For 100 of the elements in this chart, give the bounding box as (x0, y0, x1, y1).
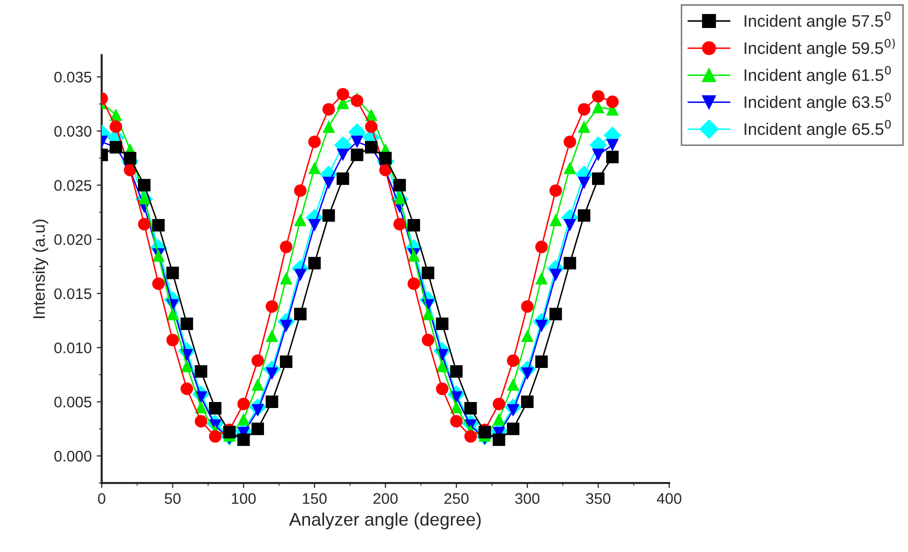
point (592, 90, 605, 103)
point (564, 218, 576, 232)
point (322, 209, 335, 222)
x-axis-title: Analyzer angle (degree) (289, 512, 481, 530)
point (237, 433, 250, 446)
point (564, 136, 576, 148)
point (564, 162, 576, 174)
point (152, 277, 165, 290)
point (578, 176, 590, 190)
point (138, 218, 151, 230)
point (294, 308, 307, 320)
point (492, 412, 506, 426)
point (166, 334, 179, 346)
point (592, 172, 605, 185)
point (180, 360, 194, 372)
point (436, 360, 448, 372)
legend-label: Incident angle 57.5$^{0}$ (744, 12, 891, 30)
point (336, 88, 350, 100)
point (266, 396, 278, 408)
point (422, 308, 434, 320)
legend-label: Incident angle 61.5$^{0}$ (744, 66, 891, 84)
point (521, 300, 534, 313)
point (506, 354, 520, 367)
point (422, 334, 434, 346)
y-tick-label: 0.000 (54, 450, 92, 462)
point (110, 120, 122, 133)
point (180, 382, 194, 396)
point (393, 178, 406, 192)
y-tick-label: 0.010 (54, 342, 92, 354)
point (336, 148, 350, 162)
point (322, 176, 335, 190)
legend-label: Incident angle 63.5$^{0}$ (744, 92, 891, 112)
point (521, 396, 534, 408)
y-tick-label: 0.030 (54, 126, 92, 137)
point (564, 256, 576, 270)
point (194, 365, 208, 378)
y-tick-label: 0.020 (54, 234, 92, 246)
x-tick-label: 250 (444, 493, 469, 504)
point (393, 192, 406, 204)
legend-label: Incident angle 59.5$^{0)}$ (744, 38, 895, 58)
x-tick-label: 100 (232, 493, 256, 504)
point (237, 398, 250, 410)
point (322, 103, 335, 116)
point (336, 172, 350, 185)
y-tick-label: 0.035 (54, 72, 92, 83)
point (578, 103, 590, 116)
point (464, 430, 477, 443)
x-tick-label: 150 (302, 493, 327, 504)
point (606, 150, 619, 164)
point (535, 355, 548, 368)
point (450, 415, 463, 428)
x-tick-label: 300 (515, 493, 540, 504)
point (535, 240, 548, 254)
point (266, 329, 278, 342)
point (280, 240, 292, 254)
point (166, 266, 179, 280)
point (294, 184, 307, 197)
point (535, 272, 548, 285)
point (464, 402, 477, 415)
point (450, 400, 463, 414)
x-tick-label: 0 (98, 493, 106, 504)
point (350, 136, 364, 148)
point (379, 152, 392, 164)
y-tick-label: 0.005 (54, 396, 92, 408)
point (152, 218, 165, 232)
point (252, 354, 264, 367)
point (280, 355, 292, 368)
point (436, 318, 448, 330)
x-tick-label: 400 (656, 493, 682, 504)
point (194, 400, 208, 414)
point (578, 209, 590, 222)
y-tick-label: 0.025 (54, 180, 92, 191)
point (237, 412, 250, 426)
point (408, 218, 420, 232)
point (549, 308, 562, 320)
point (138, 178, 151, 192)
point (294, 268, 307, 282)
point (422, 266, 434, 280)
point (308, 256, 321, 270)
point (110, 108, 122, 122)
point (280, 272, 292, 285)
point (180, 318, 194, 330)
point (252, 422, 264, 436)
point (506, 378, 520, 391)
point (350, 148, 364, 162)
point (450, 365, 463, 378)
point (308, 218, 321, 232)
point (365, 120, 378, 133)
x-tick-label: 50 (164, 493, 181, 504)
point (208, 430, 222, 443)
point (506, 422, 520, 436)
legend-label: Incident angle 65.5$^{0}$ (744, 120, 891, 138)
point (606, 138, 619, 152)
point (365, 108, 378, 122)
point (194, 415, 208, 428)
point (294, 214, 307, 226)
y-axis-title: Intensity (a.u) (32, 220, 48, 318)
x-tick-label: 200 (373, 493, 398, 504)
point (252, 378, 264, 391)
point (549, 184, 562, 197)
